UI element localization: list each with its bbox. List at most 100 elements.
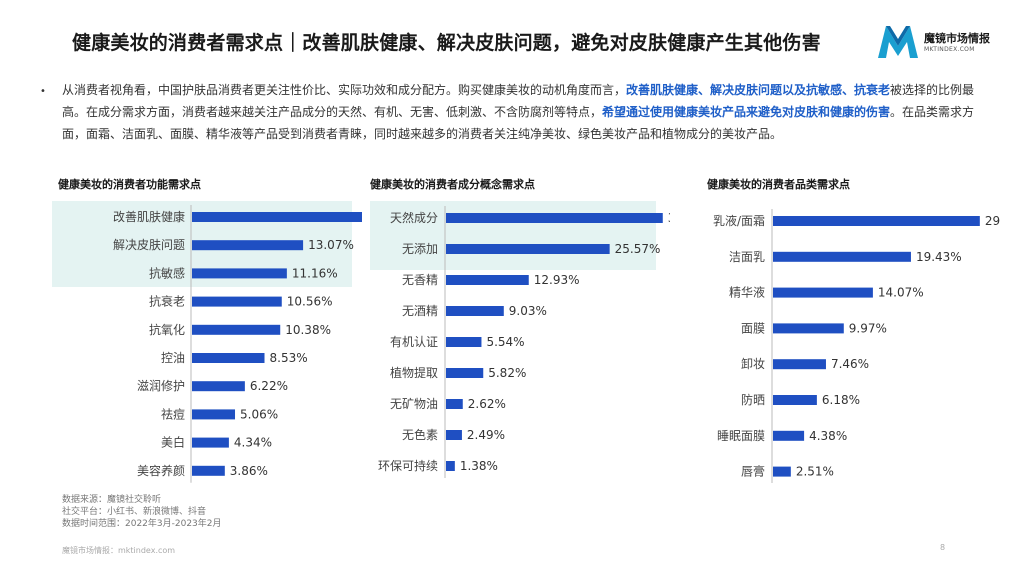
data-label: 4.38% — [809, 429, 847, 443]
category-label: 祛痘 — [161, 406, 185, 421]
category-label: 有机认证 — [390, 335, 438, 349]
bar — [192, 465, 225, 476]
chart-title-category: 健康美妆的消费者品类需求点 — [707, 178, 850, 191]
brand-logo: 魔镜市场情报 MKTINDEX.COM — [876, 22, 996, 62]
category-label: 无酒精 — [402, 304, 438, 318]
data-label: 29.13% — [985, 214, 1000, 228]
category-label: 环保可持续 — [378, 458, 438, 473]
data-label: 33.87% — [668, 211, 670, 225]
data-label: 6.22% — [250, 379, 288, 393]
category-label: 无香精 — [402, 273, 438, 287]
bar — [192, 268, 287, 279]
category-label: 滋润修护 — [137, 378, 185, 393]
intro-text-2: 被选择的比例最高。在成分需求方面，消费者越来越关注产品成分的天然、有机、无害、低… — [62, 83, 975, 119]
page-title: 健康美妆的消费者需求点｜改善肌肤健康、解决皮肤问题，避免对皮肤健康产生其他伤害 — [72, 32, 821, 54]
chart-title-ingredient: 健康美妆的消费者成分概念需求点 — [370, 178, 535, 191]
data-label: 5.54% — [486, 335, 524, 349]
category-label: 睡眠面膜 — [717, 429, 765, 443]
category-label: 无矿物油 — [390, 397, 438, 411]
data-source: 数据来源：魔镜社交聆听 社交平台：小红书、新浪微博、抖音 数据时间范围：2022… — [62, 494, 222, 530]
category-label: 防晒 — [741, 392, 765, 407]
category-label: 无色素 — [402, 428, 438, 442]
data-label: 2.49% — [467, 428, 505, 442]
data-label: 19.43% — [916, 250, 962, 264]
bar — [773, 395, 817, 405]
bar — [192, 324, 281, 335]
bar — [192, 296, 282, 307]
bar — [192, 353, 265, 363]
category-label: 美白 — [161, 435, 185, 450]
bar — [773, 216, 980, 226]
page-number: 8 — [940, 543, 946, 552]
bar — [773, 466, 791, 477]
data-label: 5.06% — [240, 407, 278, 421]
chart-ingredient: 天然成分 33.87% 无添加 25.57% 无香精 12.93% 无酒精 9.03% 有机认证… — [378, 206, 670, 478]
category-label: 唇膏 — [741, 464, 765, 479]
bar — [446, 213, 663, 223]
bar — [192, 437, 229, 448]
data-label: 2.62% — [468, 397, 506, 411]
data-label: 12.93% — [534, 273, 580, 287]
category-label: 天然成分 — [390, 210, 438, 225]
bar — [446, 430, 462, 440]
bullet-icon: • — [40, 86, 46, 97]
data-label: 10.56% — [287, 295, 333, 309]
bar — [773, 359, 826, 370]
bar — [773, 251, 911, 262]
bar — [192, 409, 236, 420]
bar — [446, 399, 463, 409]
data-label: 8.53% — [270, 351, 308, 365]
intro-emphasis-2: 希望通过使用健康美妆产品来避免对皮肤和健康的伤害 — [602, 105, 891, 119]
intro-paragraph: 从消费者视角看，中国护肤品消费者更关注性价比、实际功效和成分配方。购买健康美妆的… — [62, 79, 984, 145]
data-label: 2.51% — [796, 465, 834, 479]
bar — [773, 287, 873, 298]
category-label: 精华液 — [729, 285, 765, 300]
category-label: 抗敏感 — [149, 265, 185, 280]
intro-emphasis-1: 改善肌肤健康、解决皮肤问题以及抗敏感、抗衰老 — [626, 83, 891, 97]
category-label: 面膜 — [741, 321, 765, 335]
category-label: 解决皮肤问题 — [113, 237, 185, 252]
data-label: 11.16% — [292, 266, 338, 280]
category-label: 无添加 — [402, 242, 438, 256]
logo-url: MKTINDEX.COM — [924, 46, 975, 53]
bar — [446, 461, 455, 471]
data-label: 25.57% — [615, 242, 661, 256]
bar — [192, 212, 362, 222]
category-label: 植物提取 — [390, 365, 438, 380]
data-label: 14.07% — [878, 286, 924, 300]
bar — [192, 240, 304, 251]
category-label: 洁面乳 — [729, 250, 765, 264]
bar — [773, 430, 805, 441]
category-label: 改善肌肤健康 — [113, 209, 185, 224]
data-label: 6.18% — [822, 393, 860, 407]
intro-text-1: 从消费者视角看，中国护肤品消费者更关注性价比、实际功效和成分配方。购买健康美妆的… — [62, 83, 627, 97]
data-label: 3.86% — [230, 464, 268, 478]
data-label: 13.07% — [308, 238, 354, 252]
category-label: 抗衰老 — [149, 294, 185, 309]
category-label: 卸妆 — [741, 356, 765, 371]
intro-text-3: 。在品类需求方面，面霜、洁面乳、面膜、精华液等产品受到消费者青睐，同时越来越多的… — [62, 105, 975, 141]
bar — [192, 381, 245, 392]
footer-site: 魔镜市场情报：mktindex.com — [62, 546, 176, 555]
data-label: 5.82% — [488, 366, 526, 380]
chart-function: 改善肌肤健康21.95%解决皮肤问题13.07%抗敏感11.16%抗衰老10.5… — [113, 205, 362, 483]
data-label: 9.97% — [849, 321, 887, 335]
category-label: 美容养颜 — [137, 463, 185, 478]
data-label: 4.34% — [234, 436, 272, 450]
data-label: 10.38% — [285, 323, 331, 337]
logo-name: 魔镜市场情报 — [924, 32, 990, 45]
bar — [446, 368, 484, 378]
data-label: 7.46% — [831, 357, 869, 371]
chart-category: 乳液/面霜 29.13% 洁面乳 19.43% 精华液 14.07% 面膜 9.97% 卸妆 7.… — [713, 209, 1000, 483]
bar — [446, 337, 482, 347]
category-label: 抗氧化 — [149, 322, 185, 337]
category-label: 乳液/面霜 — [713, 213, 765, 228]
chart-title-function: 健康美妆的消费者功能需求点 — [58, 178, 201, 191]
bar — [446, 244, 610, 254]
chart-highlight-ingredient — [370, 201, 656, 270]
logo-m-icon — [878, 26, 918, 58]
data-label: 1.38% — [460, 459, 498, 473]
bar — [773, 323, 844, 334]
source-line-3: 数据时间范围：2022年3月-2023年2月 — [62, 519, 222, 529]
source-line-1: 数据来源：魔镜社交聆听 — [62, 495, 162, 505]
